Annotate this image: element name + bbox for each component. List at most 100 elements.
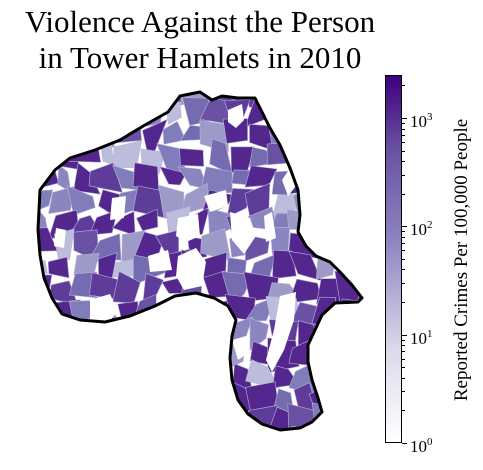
map-title: Violence Against the Person in Tower Ham… <box>0 4 400 76</box>
minor-tick <box>402 283 405 285</box>
ward-area <box>158 390 190 413</box>
ward-area <box>180 381 214 411</box>
ward-area <box>330 367 362 394</box>
no-data-area <box>232 336 250 360</box>
ward-area <box>155 428 189 430</box>
ward-area <box>364 343 380 373</box>
no-data-area <box>264 212 276 242</box>
ward-area <box>112 338 148 372</box>
ward-area <box>287 140 320 170</box>
minor-tick <box>402 410 405 412</box>
major-tick <box>402 226 407 228</box>
ward-area <box>38 118 51 153</box>
ward-area <box>178 360 207 394</box>
ward-area <box>297 126 313 146</box>
ward-area <box>310 98 345 131</box>
ward-area <box>54 427 80 430</box>
ward-area <box>68 92 103 109</box>
ward-area <box>38 315 52 347</box>
no-data-area <box>176 248 206 290</box>
ward-area <box>91 92 120 102</box>
ward-area <box>90 432 125 453</box>
ward-area <box>333 92 362 97</box>
ward-area <box>313 324 344 343</box>
ward-area <box>88 162 123 193</box>
minor-tick <box>402 134 405 136</box>
ward-area <box>133 388 166 409</box>
ward-area <box>66 185 96 216</box>
ward-area <box>244 165 278 188</box>
ward-area <box>200 426 231 430</box>
no-data-area <box>110 196 126 220</box>
ward-area <box>339 145 357 171</box>
ward-area <box>332 229 362 263</box>
ward-area <box>133 425 168 430</box>
minor-tick <box>402 193 405 195</box>
colorbar-label: Reported Crimes Per 100,000 People <box>451 118 472 402</box>
ward-area <box>116 95 147 129</box>
ward-area <box>341 102 358 128</box>
ward-area <box>358 186 362 220</box>
ward-area <box>266 92 299 106</box>
ward-area <box>47 92 79 105</box>
ward-area <box>331 429 362 430</box>
ward-area <box>38 385 60 410</box>
ward-area <box>89 337 124 370</box>
title-line-2: in Tower Hamlets in 2010 <box>38 40 362 75</box>
major-tick <box>402 443 407 444</box>
ward-area <box>354 92 362 102</box>
ward-area <box>358 257 362 279</box>
minor-tick <box>402 345 405 347</box>
ward-area <box>200 360 229 388</box>
ward-area <box>136 208 159 232</box>
no-data-area <box>176 214 200 242</box>
no-data-area <box>282 168 296 196</box>
borough-boundary <box>36 90 364 432</box>
ward-area <box>44 370 82 393</box>
ward-area <box>245 359 280 389</box>
ward-area <box>136 407 169 430</box>
minor-tick <box>402 259 405 260</box>
ward-area <box>154 337 190 368</box>
ward-area <box>67 393 99 412</box>
ward-area <box>311 207 344 235</box>
ward-area <box>93 323 125 351</box>
ward-area <box>89 361 119 395</box>
no-data-area <box>228 104 244 128</box>
ward-area <box>38 366 56 387</box>
ward-area <box>353 365 362 393</box>
minor-tick <box>402 250 405 252</box>
no-data-area <box>148 250 172 272</box>
minor-tick <box>402 161 405 163</box>
ward-area <box>337 173 362 196</box>
ward-area <box>159 166 187 186</box>
ward-area <box>94 101 125 127</box>
ward-area <box>38 412 59 430</box>
ward-area <box>132 317 166 346</box>
ward-area <box>154 360 191 393</box>
no-data-area <box>266 292 296 372</box>
ward-area <box>209 341 231 373</box>
minor-tick <box>402 123 405 125</box>
minor-tick <box>402 339 405 341</box>
no-data-areas <box>54 104 296 372</box>
ward-area <box>311 366 345 393</box>
minor-tick <box>402 302 405 304</box>
minor-tick <box>402 231 405 233</box>
ward-area <box>359 214 362 238</box>
ward-area <box>68 101 103 131</box>
ward-area <box>315 92 334 100</box>
ward-area <box>38 99 50 130</box>
minor-tick <box>402 367 405 369</box>
ward-area <box>141 342 157 366</box>
ward-area <box>315 183 345 208</box>
ward-area <box>355 120 362 152</box>
colorbar <box>385 75 402 443</box>
ward-area <box>73 370 97 385</box>
no-data-area <box>204 190 228 212</box>
minor-tick <box>402 150 405 152</box>
ward-area <box>200 383 226 413</box>
minor-tick <box>402 128 405 130</box>
minor-tick <box>402 358 405 360</box>
